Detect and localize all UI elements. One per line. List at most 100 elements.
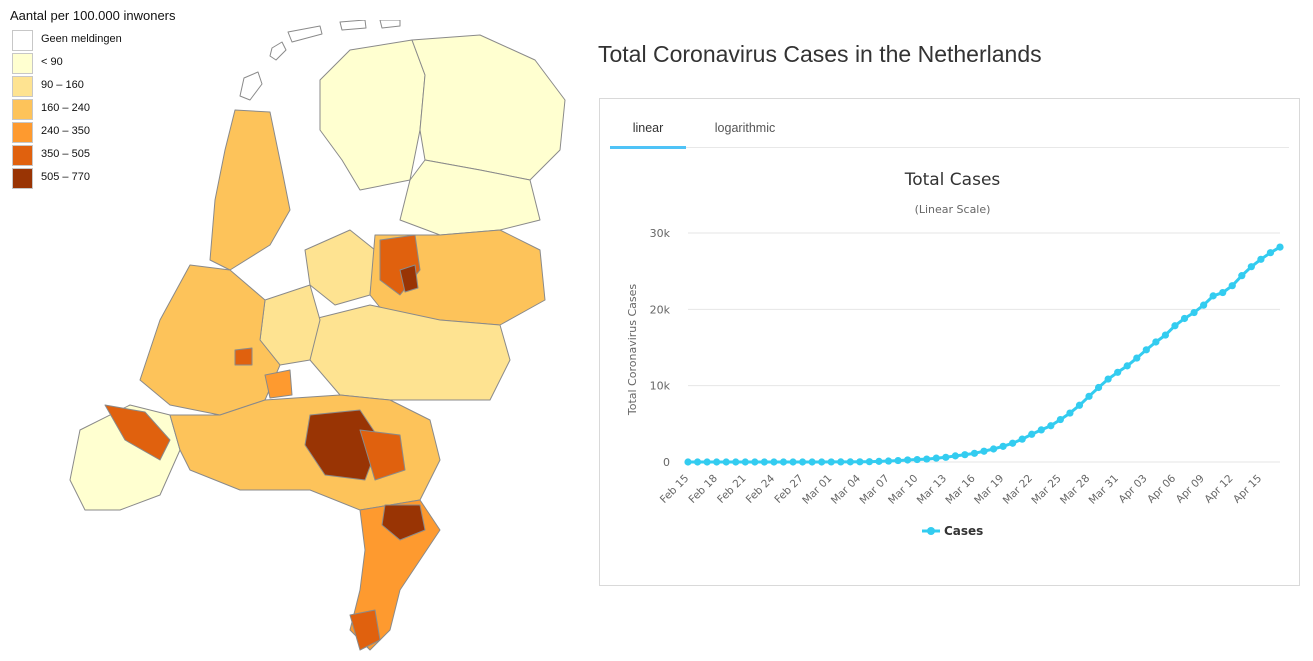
data-point bbox=[961, 451, 969, 459]
map-hotspot-brabant-2[interactable] bbox=[359, 429, 406, 481]
data-point bbox=[798, 458, 807, 466]
x-tick-label: Feb 18 bbox=[686, 472, 719, 505]
x-tick-label: Mar 28 bbox=[1058, 472, 1092, 506]
data-point bbox=[923, 455, 931, 463]
data-point bbox=[837, 458, 845, 466]
map-hotspot-holland[interactable] bbox=[234, 347, 253, 366]
data-point bbox=[1037, 426, 1045, 434]
total-cases-chart: Total Cases (Linear Scale) 0 10k 20k 30k Total… bbox=[626, 170, 1284, 538]
legend-swatch bbox=[12, 53, 33, 74]
x-tick-label: Mar 01 bbox=[800, 472, 834, 506]
map-hotspot-zeeland[interactable] bbox=[104, 404, 171, 461]
data-point bbox=[1257, 255, 1265, 263]
x-tick-label: Mar 13 bbox=[915, 472, 949, 506]
data-point bbox=[1133, 354, 1141, 362]
data-point bbox=[1161, 331, 1170, 339]
map-region-friesland[interactable] bbox=[319, 39, 426, 191]
data-point bbox=[741, 458, 749, 466]
data-point bbox=[1114, 368, 1122, 376]
map-island-schiermonnikoog[interactable] bbox=[379, 19, 401, 29]
data-point bbox=[1123, 362, 1131, 370]
data-point bbox=[818, 458, 826, 466]
data-point bbox=[1085, 392, 1093, 400]
map-region-zuid-holland[interactable] bbox=[139, 264, 281, 416]
y-axis-title: Total Coronavirus Cases bbox=[626, 284, 639, 417]
data-point bbox=[884, 457, 893, 465]
legend-swatch bbox=[12, 168, 33, 189]
data-point bbox=[1009, 439, 1017, 447]
data-point bbox=[1018, 435, 1026, 443]
data-point bbox=[913, 455, 921, 464]
legend-marker bbox=[927, 527, 935, 535]
data-point bbox=[894, 456, 902, 465]
legend-item: 350 – 505 bbox=[10, 145, 270, 168]
data-point bbox=[751, 458, 759, 466]
map-region-noord-brabant[interactable] bbox=[169, 394, 441, 511]
legend-label: 350 – 505 bbox=[41, 148, 90, 160]
legend-label: 160 – 240 bbox=[41, 102, 90, 114]
x-tick-label: Mar 16 bbox=[943, 472, 978, 507]
map-region-flevoland[interactable] bbox=[304, 229, 376, 306]
map-legend-title: Aantal per 100.000 inwoners bbox=[10, 8, 176, 23]
x-tick-label: Apr 12 bbox=[1202, 472, 1235, 505]
legend-label-cases: Cases bbox=[944, 524, 983, 538]
x-tick-label: Mar 25 bbox=[1029, 472, 1063, 506]
legend-swatch bbox=[12, 145, 33, 166]
data-point bbox=[951, 452, 959, 460]
map-island-texel[interactable] bbox=[239, 71, 263, 101]
legend-item: 505 – 770 bbox=[10, 168, 270, 191]
x-tick-label: Apr 03 bbox=[1116, 472, 1149, 505]
map-hotspot-limburg[interactable] bbox=[381, 504, 426, 541]
data-point bbox=[980, 447, 988, 455]
data-point bbox=[1228, 282, 1236, 290]
legend-label: Geen meldingen bbox=[41, 33, 122, 45]
map-island-ameland[interactable] bbox=[339, 19, 367, 31]
x-tick-label: Apr 06 bbox=[1145, 472, 1178, 505]
legend-label: 505 – 770 bbox=[41, 171, 90, 183]
map-region-drenthe[interactable] bbox=[399, 159, 541, 236]
data-point bbox=[732, 458, 740, 466]
map-region-gelderland[interactable] bbox=[309, 304, 511, 401]
x-tick-label: Mar 31 bbox=[1087, 472, 1121, 506]
chart-panel: linear logarithmic Total Cases (Linear Sc… bbox=[599, 98, 1300, 586]
x-tick-label: Feb 21 bbox=[715, 472, 748, 505]
data-point bbox=[693, 458, 702, 466]
x-tick-label: Feb 27 bbox=[772, 472, 805, 505]
legend-item: Geen meldingen bbox=[10, 30, 270, 53]
data-point bbox=[703, 458, 711, 466]
map-hotspot-brabant[interactable] bbox=[304, 409, 381, 481]
tab-linear[interactable]: linear bbox=[610, 109, 686, 149]
map-island-terschelling[interactable] bbox=[287, 25, 323, 43]
data-point bbox=[1171, 322, 1179, 330]
y-tick-label: 20k bbox=[650, 303, 671, 316]
chart-subtitle: (Linear Scale) bbox=[915, 203, 991, 216]
data-point bbox=[932, 454, 940, 462]
data-point bbox=[713, 458, 721, 466]
legend-label: 90 – 160 bbox=[41, 79, 84, 91]
x-tick-label: Feb 24 bbox=[744, 472, 778, 506]
data-point bbox=[1200, 301, 1208, 309]
map-region-noord-holland[interactable] bbox=[209, 109, 291, 271]
map-hotspot-overijssel-2[interactable] bbox=[399, 264, 419, 293]
data-point bbox=[1219, 288, 1227, 297]
data-point bbox=[684, 458, 692, 466]
data-point bbox=[1247, 263, 1255, 271]
map-hotspot-randstad[interactable] bbox=[264, 369, 293, 399]
chart-title: Total Cases bbox=[904, 170, 1001, 190]
data-point bbox=[999, 442, 1007, 450]
map-region-groningen[interactable] bbox=[411, 34, 566, 181]
data-point bbox=[1028, 430, 1036, 438]
x-tick-label: Mar 19 bbox=[972, 472, 1006, 506]
netherlands-map[interactable] bbox=[20, 19, 580, 660]
legend-item: 240 – 350 bbox=[10, 122, 270, 145]
data-point bbox=[808, 458, 816, 466]
map-island-vlieland[interactable] bbox=[269, 41, 287, 61]
legend-item: 160 – 240 bbox=[10, 99, 270, 122]
x-tick-label: Mar 07 bbox=[858, 472, 892, 506]
data-point bbox=[846, 458, 854, 466]
page-title: Total Coronavirus Cases in the Netherlan… bbox=[598, 41, 1042, 67]
tab-logarithmic[interactable]: logarithmic bbox=[714, 121, 776, 135]
data-point bbox=[789, 458, 797, 466]
map-hotspot-limburg-2[interactable] bbox=[349, 609, 381, 651]
x-tick-label: Mar 04 bbox=[829, 472, 864, 507]
